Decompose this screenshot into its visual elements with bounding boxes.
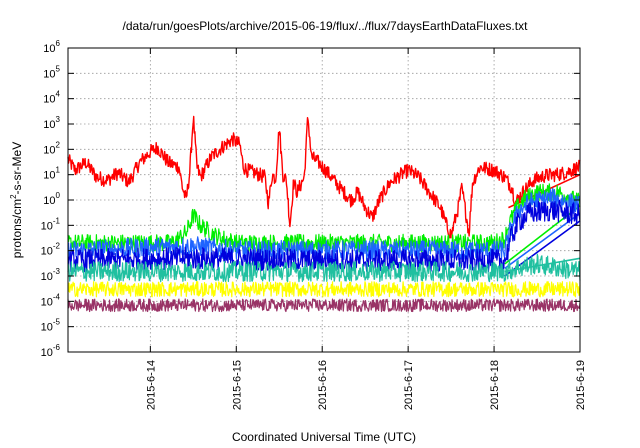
y-tick-label: 100 — [43, 191, 60, 207]
y-tick-label: 10-5 — [41, 318, 61, 334]
y-tick-label: 105 — [43, 64, 60, 80]
y-tick-label: 10-6 — [41, 343, 61, 359]
x-tick-label: 2015-6-16 — [317, 360, 329, 410]
y-tick-label: 10-4 — [41, 292, 61, 308]
x-axis-label: Coordinated Universal Time (UTC) — [232, 430, 416, 444]
x-tick-label: 2015-6-19 — [575, 360, 587, 410]
series-line — [67, 199, 581, 273]
x-tick-label: 2015-6-17 — [403, 360, 415, 410]
chart-title: /data/run/goesPlots/archive/2015-06-19/f… — [123, 19, 529, 33]
y-tick-label: 106 — [43, 39, 60, 55]
series-group — [67, 115, 581, 313]
series-line — [67, 281, 581, 298]
x-tick-label: 2015-6-14 — [145, 360, 157, 410]
series-line — [67, 298, 581, 313]
y-tick-label: 103 — [43, 115, 60, 131]
series-line — [67, 183, 581, 253]
y-tick-label: 10-2 — [41, 242, 61, 258]
y-tick-label: 10-3 — [41, 267, 61, 283]
x-tick-label: 2015-6-18 — [489, 360, 501, 410]
y-tick-label: 104 — [43, 90, 60, 106]
series-line — [67, 253, 581, 283]
y-tick-label: 101 — [43, 166, 60, 182]
y-axis-label: protons/cm2-s-sr-MeV — [9, 142, 24, 258]
x-axis: 2015-6-14 2015-6-15 2015-6-16 2015-6-17 2015… — [145, 48, 587, 410]
series-trend-line — [504, 257, 581, 273]
y-tick-label: 10-1 — [41, 216, 61, 232]
series-line — [67, 115, 581, 239]
y-tick-label: 102 — [43, 140, 60, 156]
y-axis: 10-6 10-5 10-4 10-3 10-2 10-1 100 101 102 103 104 1… — [41, 39, 580, 359]
series-line — [67, 187, 581, 262]
x-tick-label: 2015-6-15 — [231, 360, 243, 410]
